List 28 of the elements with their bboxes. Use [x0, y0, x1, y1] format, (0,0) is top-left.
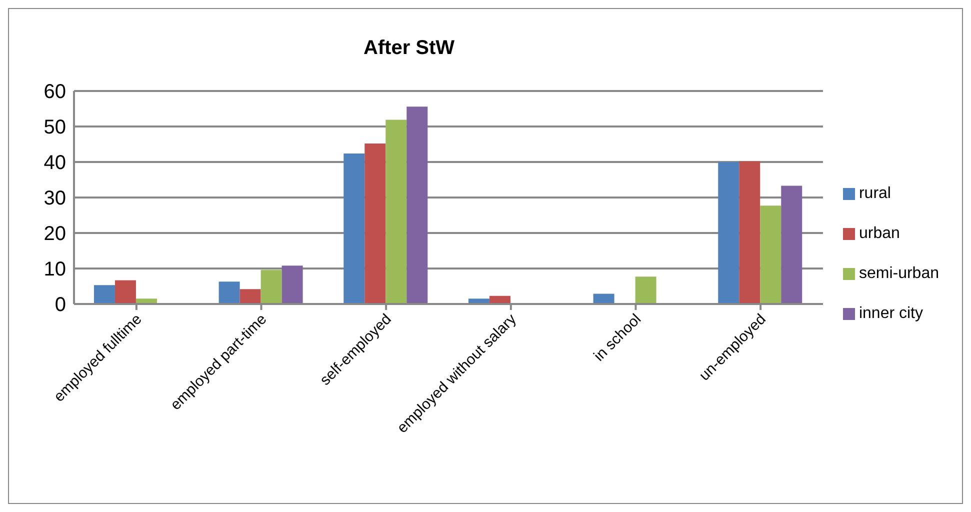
bar	[760, 206, 782, 304]
bar	[114, 280, 136, 304]
bar	[635, 276, 656, 304]
y-tick-label: 0	[54, 294, 66, 316]
legend-label: semi-urban	[858, 265, 939, 282]
bar	[781, 186, 802, 304]
y-tick-label: 20	[44, 223, 66, 246]
bar	[593, 294, 614, 304]
bar	[718, 162, 740, 304]
bar	[240, 289, 261, 304]
y-tick-label: 50	[44, 116, 66, 139]
bar	[260, 270, 282, 304]
y-tick-label: 30	[44, 188, 66, 210]
legend-label: urban	[858, 225, 900, 242]
bar	[386, 120, 407, 304]
bar	[364, 144, 386, 304]
bar	[94, 285, 115, 304]
y-tick-label: 60	[44, 81, 66, 104]
bar	[218, 282, 240, 304]
bar	[406, 106, 428, 304]
bar	[282, 266, 303, 304]
y-tick-label: 10	[44, 258, 66, 281]
y-tick-label: 40	[44, 152, 66, 174]
bar	[344, 153, 365, 304]
bar	[739, 161, 760, 304]
chart-title: After StW	[362, 37, 456, 60]
legend-label: inner city	[858, 305, 923, 322]
legend-label: rural	[858, 185, 891, 202]
